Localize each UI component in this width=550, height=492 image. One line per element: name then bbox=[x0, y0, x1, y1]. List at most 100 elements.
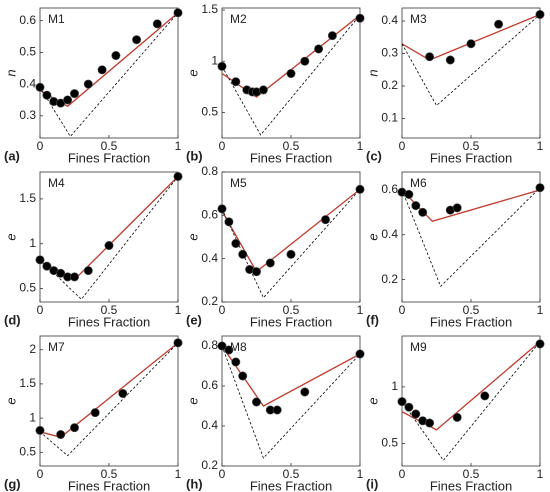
data-point bbox=[217, 61, 227, 71]
fit-line bbox=[402, 189, 540, 223]
x-tick-label: 1 bbox=[537, 139, 544, 153]
data-point bbox=[355, 13, 365, 23]
panel-label: (f) bbox=[366, 312, 379, 327]
x-tick-label: 0.5 bbox=[101, 303, 118, 317]
x-tick-label: 0 bbox=[219, 139, 226, 153]
x-tick-label: 0 bbox=[219, 467, 226, 481]
x-axis-label: Fines Fraction bbox=[68, 150, 150, 165]
data-point bbox=[152, 19, 162, 29]
data-point bbox=[286, 69, 296, 79]
y-tick-label: 0.2 bbox=[201, 294, 218, 308]
x-tick-label: 1 bbox=[175, 467, 182, 481]
panel-label: (i) bbox=[366, 476, 378, 491]
data-point bbox=[97, 65, 107, 75]
data-point bbox=[63, 95, 73, 105]
x-tick-label: 0 bbox=[399, 467, 406, 481]
x-tick-label: 0 bbox=[37, 467, 44, 481]
y-tick-label: 0.6 bbox=[19, 13, 36, 27]
x-tick-label: 0.5 bbox=[463, 467, 480, 481]
data-point bbox=[411, 201, 421, 211]
x-axis-label: Fines Fraction bbox=[250, 478, 332, 492]
y-tick-label: 1 bbox=[391, 379, 398, 393]
data-point bbox=[83, 79, 93, 89]
data-point bbox=[238, 249, 248, 259]
x-tick-label: 0.5 bbox=[283, 139, 300, 153]
y-tick-label: 0.8 bbox=[201, 338, 218, 352]
data-point bbox=[452, 412, 462, 422]
x-tick-label: 0 bbox=[399, 303, 406, 317]
panel-label: (b) bbox=[186, 148, 203, 163]
y-tick-label: 0.4 bbox=[19, 76, 36, 90]
panel-title: M6 bbox=[410, 176, 427, 190]
panel-title: M4 bbox=[48, 176, 65, 190]
data-point bbox=[535, 339, 545, 349]
data-point bbox=[314, 44, 324, 54]
data-point bbox=[70, 89, 80, 99]
data-point bbox=[466, 39, 476, 49]
x-tick-label: 0.5 bbox=[283, 303, 300, 317]
panel-title: M9 bbox=[410, 340, 427, 354]
y-tick-label: 0.5 bbox=[19, 45, 36, 59]
data-point bbox=[173, 338, 183, 348]
panel-title: M7 bbox=[48, 340, 65, 354]
plot-area bbox=[221, 335, 361, 467]
panel-title: M5 bbox=[230, 176, 247, 190]
panel-title: M2 bbox=[230, 12, 247, 26]
data-point bbox=[252, 397, 262, 407]
plot-area bbox=[221, 7, 361, 139]
x-tick-label: 1 bbox=[357, 303, 364, 317]
data-point bbox=[56, 430, 66, 440]
plot-content bbox=[402, 187, 540, 288]
data-point bbox=[535, 183, 545, 193]
data-point bbox=[411, 409, 421, 419]
data-point bbox=[70, 423, 80, 433]
x-tick-label: 0 bbox=[399, 139, 406, 153]
y-axis-label: e bbox=[185, 397, 200, 404]
y-axis-label: e bbox=[185, 233, 200, 240]
data-point bbox=[90, 408, 100, 418]
bound-line bbox=[222, 14, 360, 136]
data-point bbox=[320, 215, 330, 225]
plot-area bbox=[39, 7, 179, 139]
y-tick-label: 0.5 bbox=[19, 281, 36, 295]
x-axis-label: Fines Fraction bbox=[250, 150, 332, 165]
data-point bbox=[404, 402, 414, 412]
y-tick-label: 0.1 bbox=[381, 111, 398, 125]
x-tick-label: 1 bbox=[175, 303, 182, 317]
x-tick-label: 1 bbox=[537, 467, 544, 481]
data-point bbox=[404, 189, 414, 199]
data-point bbox=[217, 341, 227, 351]
x-tick-label: 1 bbox=[357, 139, 364, 153]
data-point bbox=[425, 52, 435, 62]
x-axis-label: Fines Fraction bbox=[430, 314, 512, 329]
y-tick-label: 2 bbox=[29, 342, 36, 356]
data-point bbox=[300, 387, 310, 397]
x-axis-label: Fines Fraction bbox=[430, 478, 512, 492]
panel-title: M3 bbox=[410, 12, 427, 26]
data-point bbox=[535, 10, 545, 19]
y-tick-label: 1 bbox=[29, 410, 36, 424]
data-point bbox=[173, 171, 183, 181]
panel-label: (c) bbox=[366, 148, 382, 163]
panel-title: M1 bbox=[48, 12, 65, 26]
bound-line bbox=[402, 187, 540, 288]
y-tick-label: 1.5 bbox=[19, 191, 36, 205]
data-point bbox=[418, 207, 428, 217]
data-point bbox=[445, 55, 455, 65]
data-point bbox=[272, 405, 282, 415]
bound-line bbox=[222, 345, 360, 459]
panel-label: (e) bbox=[186, 312, 202, 327]
data-point bbox=[252, 267, 262, 277]
data-point bbox=[35, 82, 45, 92]
y-tick-label: 1 bbox=[29, 236, 36, 250]
data-point bbox=[42, 261, 52, 271]
x-tick-label: 0.5 bbox=[283, 467, 300, 481]
x-tick-label: 0.5 bbox=[101, 139, 118, 153]
panel-label: (a) bbox=[4, 148, 20, 163]
panel-label: (d) bbox=[4, 312, 21, 327]
y-tick-label: 0.4 bbox=[381, 227, 398, 241]
y-axis-label: e bbox=[3, 233, 18, 240]
data-point bbox=[452, 203, 462, 213]
y-tick-label: 0.2 bbox=[201, 458, 218, 472]
